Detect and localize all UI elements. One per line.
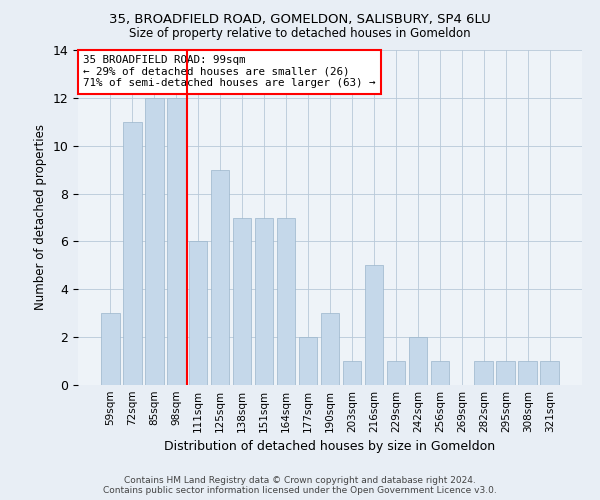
Bar bbox=[343, 361, 361, 385]
Bar bbox=[541, 361, 559, 385]
Bar bbox=[431, 361, 449, 385]
Bar bbox=[211, 170, 229, 385]
Bar bbox=[167, 98, 185, 385]
Bar bbox=[255, 218, 274, 385]
Bar bbox=[277, 218, 295, 385]
Text: 35, BROADFIELD ROAD, GOMELDON, SALISBURY, SP4 6LU: 35, BROADFIELD ROAD, GOMELDON, SALISBURY… bbox=[109, 12, 491, 26]
Bar bbox=[101, 313, 119, 385]
Bar bbox=[320, 313, 340, 385]
Bar bbox=[409, 337, 427, 385]
Y-axis label: Number of detached properties: Number of detached properties bbox=[34, 124, 47, 310]
Bar bbox=[496, 361, 515, 385]
Bar bbox=[233, 218, 251, 385]
Bar bbox=[365, 266, 383, 385]
X-axis label: Distribution of detached houses by size in Gomeldon: Distribution of detached houses by size … bbox=[164, 440, 496, 454]
Bar bbox=[299, 337, 317, 385]
Bar bbox=[386, 361, 405, 385]
Text: Size of property relative to detached houses in Gomeldon: Size of property relative to detached ho… bbox=[129, 28, 471, 40]
Bar bbox=[189, 242, 208, 385]
Text: Contains HM Land Registry data © Crown copyright and database right 2024.
Contai: Contains HM Land Registry data © Crown c… bbox=[103, 476, 497, 495]
Bar bbox=[145, 98, 164, 385]
Bar bbox=[123, 122, 142, 385]
Bar bbox=[518, 361, 537, 385]
Bar bbox=[475, 361, 493, 385]
Text: 35 BROADFIELD ROAD: 99sqm
← 29% of detached houses are smaller (26)
71% of semi-: 35 BROADFIELD ROAD: 99sqm ← 29% of detac… bbox=[83, 55, 376, 88]
